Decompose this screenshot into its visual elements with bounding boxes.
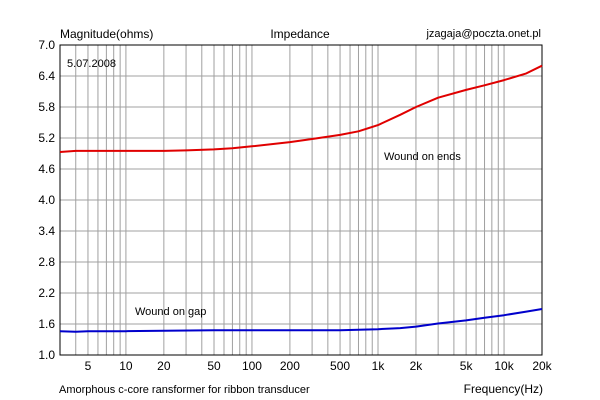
x-tick-label: 5k	[460, 359, 474, 373]
x-tick-label: 100	[242, 359, 262, 373]
series-label-wound-on-gap: Wound on gap	[135, 306, 206, 318]
x-tick-label: 5	[85, 359, 92, 373]
date-label: 5.07.2008	[67, 58, 116, 70]
x-tick-label: 10k	[494, 359, 514, 373]
y-tick-label: 1.6	[38, 317, 55, 331]
y-tick-label: 5.8	[38, 100, 55, 114]
author-email: jzagaja@poczta.onet.pl	[425, 28, 541, 40]
x-axis-label: Frequency(Hz)	[464, 382, 543, 396]
grid	[60, 45, 542, 355]
series-layer	[59, 64, 543, 333]
plot-frame	[59, 44, 543, 356]
y-tick-label: 4.6	[38, 162, 55, 176]
y-tick-label: 2.8	[38, 255, 55, 269]
y-tick-label: 3.4	[38, 224, 55, 238]
x-tick-label: 2k	[410, 359, 424, 373]
y-tick-label: 2.2	[38, 286, 55, 300]
x-tick-label: 20	[157, 359, 171, 373]
y-tick-label: 7.0	[38, 38, 55, 52]
y-axis-label: Magnitude(ohms)	[60, 27, 153, 41]
footnote: Amorphous c-core ransformer for ribbon t…	[59, 384, 310, 396]
x-tick-label: 200	[280, 359, 300, 373]
y-tick-label: 4.0	[38, 193, 55, 207]
y-tick-label: 6.4	[38, 69, 55, 83]
x-tick-label: 1k	[372, 359, 386, 373]
series-line-wound-on-ends	[59, 64, 543, 153]
y-tick-label: 1.0	[38, 348, 55, 362]
x-tick-label: 20k	[532, 359, 552, 373]
tick-labels: 5 10 20 50 100 200 500 1k 2k 5k 10k 20k 1.0 1.6 2.2 2.8…	[38, 38, 552, 373]
y-tick-label: 5.2	[38, 131, 55, 145]
x-tick-label: 500	[330, 359, 350, 373]
x-tick-label: 50	[207, 359, 221, 373]
chart-title: Impedance	[270, 27, 330, 41]
x-tick-label: 10	[119, 359, 133, 373]
series-label-wound-on-ends: Wound on ends	[384, 151, 461, 163]
series-line-wound-on-gap	[59, 308, 543, 333]
